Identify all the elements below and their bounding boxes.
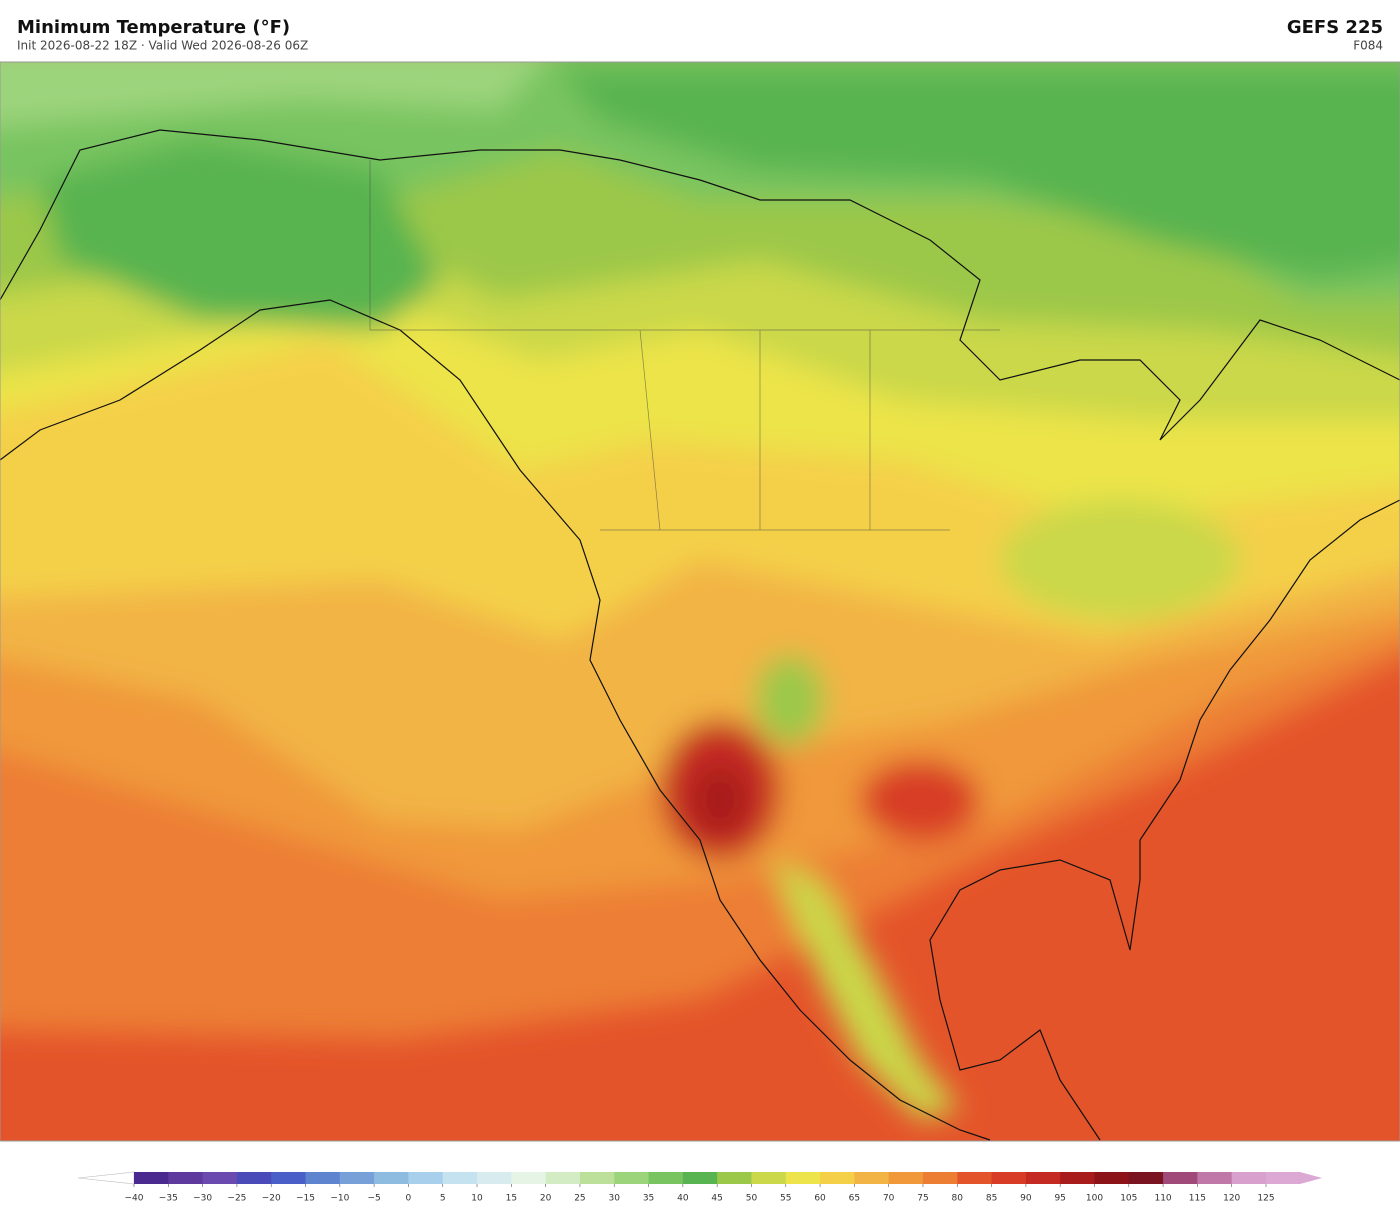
colorbar-tick-label: 60 — [814, 1194, 826, 1204]
colorbar-tick-label: 35 — [643, 1194, 654, 1204]
colorbar-tick-label: −25 — [227, 1194, 246, 1204]
colorbar-swatch — [1128, 1172, 1164, 1184]
colorbar-swatch — [717, 1172, 752, 1184]
colorbar-swatch — [614, 1172, 650, 1184]
colorbar-swatch — [134, 1172, 169, 1184]
colorbar-tick-label: 10 — [471, 1194, 483, 1204]
colorbar-swatch — [339, 1172, 375, 1184]
colorbar-swatch — [271, 1172, 307, 1184]
subtitle: Init 2026-08-22 18Z · Valid Wed 2026-08-… — [17, 39, 308, 53]
colorbar-swatch — [991, 1172, 1027, 1184]
colorbar-over — [1266, 1172, 1300, 1184]
colorbar-tick-label: −30 — [193, 1194, 212, 1204]
colorbar-tick-label: 40 — [677, 1194, 689, 1204]
colorbar-tick-label: 70 — [883, 1194, 895, 1204]
colorbar-swatch — [648, 1172, 684, 1184]
colorbar-swatch — [957, 1172, 993, 1184]
colorbar-swatch — [1094, 1172, 1130, 1184]
colorbar-swatch — [785, 1172, 821, 1184]
colorbar-tick-label: 90 — [1020, 1194, 1032, 1204]
colorbar-tick-label: 85 — [986, 1194, 997, 1204]
colorbar-tick-label: 95 — [1054, 1194, 1065, 1204]
colorbar-swatch — [922, 1172, 958, 1184]
colorbar-tick-label: 5 — [440, 1194, 446, 1204]
colorbar-tick-label: −15 — [296, 1194, 315, 1204]
colorbar-tick-label: 20 — [540, 1194, 552, 1204]
colorbar-tick-label: −20 — [262, 1194, 281, 1204]
colorbar-swatch — [168, 1172, 204, 1184]
colorbar-tick-label: 120 — [1223, 1194, 1240, 1204]
colorbar-tick-label: −35 — [159, 1194, 178, 1204]
colorbar-swatch — [1060, 1172, 1095, 1184]
colorbar-swatch — [202, 1172, 238, 1184]
colorbar-swatch — [1197, 1172, 1233, 1184]
title: Minimum Temperature (°F) — [17, 17, 290, 38]
colorbar-tick-label: 25 — [574, 1194, 585, 1204]
colorbar-tick-label: 80 — [952, 1194, 964, 1204]
colorbar-swatch — [305, 1172, 341, 1184]
map — [0, 62, 1400, 1141]
colorbar-swatch — [236, 1172, 272, 1184]
colorbar-swatch — [442, 1172, 478, 1184]
colorbar-tick-label: −10 — [330, 1194, 349, 1204]
colorbar-swatch — [477, 1172, 512, 1184]
colorbar-swatch — [888, 1172, 924, 1184]
colorbar-tick-label: −40 — [125, 1194, 144, 1204]
colorbar-swatch — [1231, 1172, 1267, 1184]
colorbar-swatch — [854, 1172, 890, 1184]
colorbar-swatch — [545, 1172, 581, 1184]
colorbar-tick-label: 55 — [780, 1194, 791, 1204]
colorbar-tick-label: 115 — [1189, 1194, 1206, 1204]
colorbar-tick-label: 105 — [1120, 1194, 1137, 1204]
colorbar-swatch — [408, 1172, 444, 1184]
colorbar-swatch — [751, 1172, 787, 1184]
colorbar-swatch — [579, 1172, 615, 1184]
forecast-hour: F084 — [1353, 39, 1383, 53]
colorbar-tick-label: 100 — [1086, 1194, 1103, 1204]
colorbar-swatch — [374, 1172, 409, 1184]
colorbar-tick-label: 30 — [609, 1194, 621, 1204]
colorbar-over-tip — [1300, 1172, 1322, 1184]
colorbar-swatch — [1163, 1172, 1198, 1184]
colorbar-tick-label: −5 — [367, 1194, 380, 1204]
model-label: GEFS 225 — [1287, 17, 1383, 38]
colorbar-tick-label: 65 — [849, 1194, 860, 1204]
colorbar-tick-label: 110 — [1154, 1194, 1171, 1204]
colorbar-swatch — [511, 1172, 547, 1184]
colorbar: −40 −35 −30 −25 −20 −15 −10 −5 0 5 10 15 20 25 30 35 40 4… — [77, 1171, 1322, 1204]
colorbar-tick-label: 125 — [1257, 1194, 1274, 1204]
colorbar-tick-label: 15 — [506, 1194, 517, 1204]
colorbar-tick-label: 75 — [917, 1194, 928, 1204]
colorbar-tick-label: 50 — [746, 1194, 758, 1204]
colorbar-swatch — [682, 1172, 718, 1184]
colorbar-swatch — [1025, 1172, 1061, 1184]
colorbar-swatch — [820, 1172, 855, 1184]
colorbar-under — [77, 1171, 135, 1185]
colorbar-tick-label: 45 — [711, 1194, 722, 1204]
colorbar-tick-label: 0 — [406, 1194, 412, 1204]
